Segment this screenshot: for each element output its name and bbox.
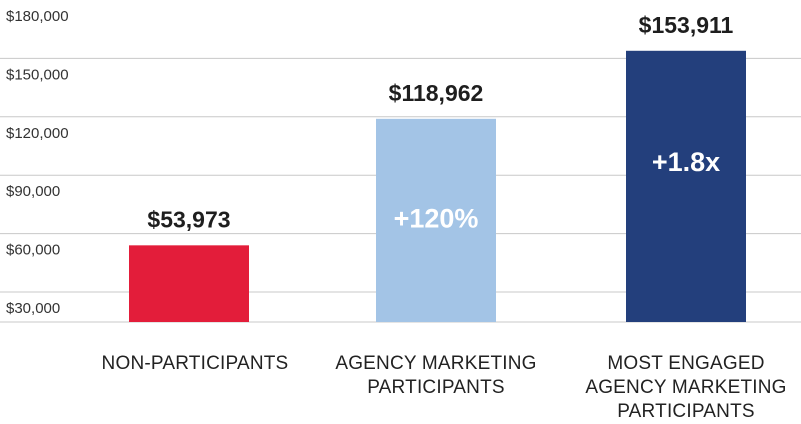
category-label-line: NON-PARTICIPANTS — [101, 353, 289, 374]
category-label-line: PARTICIPANTS — [367, 377, 505, 398]
category-label-line: PARTICIPANTS — [617, 401, 755, 422]
bar-annotation: +1.8x — [652, 147, 720, 177]
category-label-line: AGENCY MARKETING — [585, 377, 787, 398]
y-tick-label: $90,000 — [6, 183, 60, 200]
y-tick-label: $30,000 — [6, 300, 60, 317]
category-label: NON-PARTICIPANTS — [75, 352, 315, 376]
data-label: $53,973 — [147, 206, 230, 232]
y-tick-label: $120,000 — [6, 125, 69, 142]
y-tick-label: $60,000 — [6, 242, 60, 259]
category-label-line: MOST ENGAGED — [607, 353, 765, 374]
bar — [376, 118, 496, 322]
category-label-line: AGENCY MARKETING — [335, 353, 537, 374]
bar — [129, 245, 249, 322]
y-tick-label: $150,000 — [6, 66, 69, 83]
y-tick-label: $180,000 — [6, 8, 69, 25]
bar — [626, 50, 746, 322]
data-label: $118,962 — [389, 80, 484, 106]
data-label: $153,911 — [639, 12, 734, 38]
category-label: AGENCY MARKETING PARTICIPANTS — [306, 352, 566, 400]
category-label: MOST ENGAGED AGENCY MARKETING PARTICIPANTS — [556, 352, 801, 424]
bar-annotation: +120% — [394, 203, 479, 233]
